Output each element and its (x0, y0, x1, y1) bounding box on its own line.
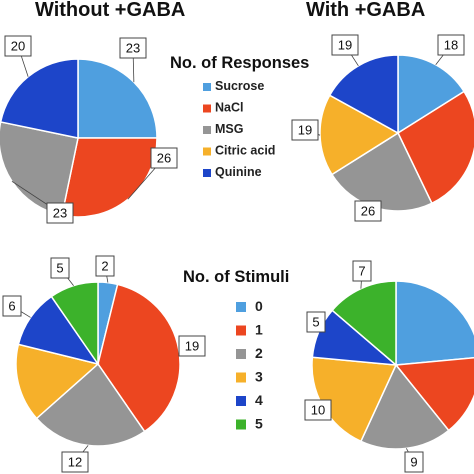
data-label-box (178, 335, 206, 357)
pie-slice-5 (50, 281, 99, 367)
data-label: 20 (11, 39, 25, 54)
data-label: 26 (361, 204, 375, 219)
pie-slice-2 (359, 363, 450, 450)
legend-stimuli-title: No. of Stimuli (183, 268, 289, 286)
pie-responses-without-gaba: 23 26 23 20 (0, 35, 178, 224)
data-label: 19 (185, 339, 199, 354)
legend-item-label: MSG (215, 122, 243, 136)
data-label: 2 (101, 259, 108, 274)
legend-swatch (203, 83, 211, 91)
pie-slice-sucrose (397, 54, 466, 135)
pie-stimuli-without-gaba: 2 19 12 6 5 (2, 255, 206, 473)
data-label: 19 (338, 38, 352, 53)
pie-slice-quinine (328, 54, 399, 135)
data-label-box (61, 451, 89, 473)
legend-item-label: Quinine (215, 165, 262, 179)
legend-item-label: 1 (255, 322, 263, 338)
legend-swatch (203, 104, 211, 113)
legend-swatch (203, 169, 211, 177)
title-without-gaba: Without +GABA (35, 0, 185, 21)
data-label-box (331, 34, 359, 56)
data-label: 7 (358, 264, 365, 279)
pie-responses-with-gaba: 18 26 19 19 (291, 34, 474, 222)
data-label: 12 (68, 455, 82, 470)
data-label-box (437, 34, 465, 56)
title-with-gaba: With +GABA (306, 0, 425, 21)
data-label: 10 (311, 403, 325, 418)
legend-item-label: 2 (255, 345, 263, 361)
data-label: 23 (126, 41, 140, 56)
data-label: 18 (444, 38, 458, 53)
pie-slice-sucrose (77, 58, 158, 139)
data-label-box (291, 119, 319, 141)
data-label: 5 (312, 315, 319, 330)
legend-item-label: NaCl (215, 101, 243, 115)
data-label-box (50, 257, 70, 279)
data-label-box (354, 200, 382, 222)
pie-slice-nacl (397, 90, 474, 205)
pie-slice-0 (395, 280, 474, 366)
legend-swatch (236, 396, 246, 406)
data-label-box (2, 295, 22, 317)
data-label: 26 (157, 151, 171, 166)
pie-slice-quinine (0, 58, 79, 139)
legend-swatch (236, 372, 246, 383)
data-label-box (404, 451, 424, 473)
data-label: 19 (298, 123, 312, 138)
pie-stimuli-with-gaba: 9 10 5 7 (304, 260, 474, 473)
pie-slice-citric-acid (319, 94, 400, 176)
data-label-box (119, 37, 147, 59)
legend-item-label: Sucrose (215, 79, 264, 93)
legend-item-label: 4 (255, 392, 263, 408)
data-label: 6 (8, 299, 15, 314)
legend-item-label: 5 (255, 416, 263, 432)
legend-swatch (236, 325, 246, 336)
legend-swatch (236, 302, 246, 312)
pie-slice-3 (15, 343, 100, 420)
pie-slice-1 (394, 357, 474, 432)
data-label-box (46, 202, 74, 224)
data-label: 23 (53, 206, 67, 221)
legend-stimuli: 0 1 2 3 4 5 (236, 298, 263, 432)
legend-swatch (203, 147, 211, 156)
legend-item-label: 0 (255, 298, 263, 314)
data-label-box (306, 311, 326, 333)
legend-swatch (236, 349, 246, 359)
data-label-box (4, 35, 32, 57)
data-label-box (304, 399, 332, 421)
legend-item-label: Citric acid (215, 144, 275, 158)
legend-responses-title: No. of Responses (170, 54, 309, 72)
legend-swatch (236, 419, 246, 430)
data-label-box (352, 260, 372, 282)
data-label-box (150, 147, 178, 169)
legend-swatch (203, 126, 211, 134)
data-label-box (95, 255, 115, 277)
data-label: 9 (410, 455, 417, 470)
legend-responses: Sucrose NaCl MSG Citric acid Quinine (203, 79, 275, 179)
data-label: 5 (56, 261, 63, 276)
legend-item-label: 3 (255, 369, 263, 385)
